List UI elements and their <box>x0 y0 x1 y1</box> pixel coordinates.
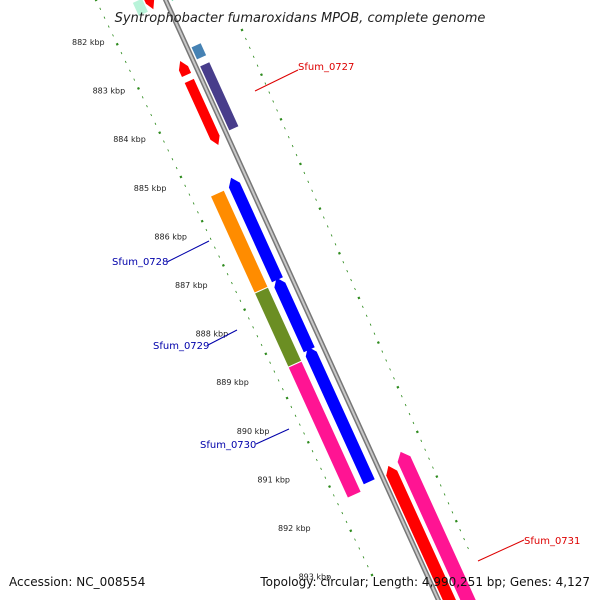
gene-feature-red-top[interactable] <box>143 0 155 10</box>
gene-feature-red-small[interactable] <box>178 60 192 78</box>
scale-tick-major <box>415 430 419 434</box>
gene-feature-blue-b[interactable] <box>274 277 315 353</box>
gene-feature-red-0727[interactable] <box>184 78 220 145</box>
scale-tick-major <box>115 42 119 46</box>
scale-tick-major <box>179 175 183 179</box>
scale-tick-major <box>318 207 322 211</box>
genome-summary-text: Topology: circular; Length: 4,990,251 bp… <box>259 575 590 589</box>
map-title: Syntrophobacter fumaroxidans MPOB, compl… <box>115 11 486 26</box>
kbp-label: 890 kbp <box>237 427 270 436</box>
gene-feature-slate-0727[interactable] <box>200 62 239 131</box>
gene-feature-pink-0730[interactable] <box>288 361 361 498</box>
scale-ticks-outer <box>240 28 469 550</box>
gene-label-sfum-0728[interactable]: Sfum_0728 <box>112 257 168 268</box>
scale-tick-major <box>279 117 283 121</box>
gene-callout-sfum-0727[interactable]: Sfum_0727 <box>254 62 354 92</box>
scale-tick-major <box>396 385 400 389</box>
scale-tick-major <box>158 131 162 135</box>
kbp-label: 884 kbp <box>113 135 146 144</box>
scale-tick-major <box>221 263 225 267</box>
kbp-label: 882 kbp <box>72 38 105 47</box>
kbp-label: 887 kbp <box>175 281 208 290</box>
gene-features <box>132 0 479 600</box>
gene-callout-sfum-0728[interactable]: Sfum_0728 <box>112 240 210 268</box>
scale-tick-major <box>435 475 439 479</box>
scale-tick-major <box>370 573 374 577</box>
kbp-label: 893 kbp <box>299 573 332 582</box>
scale-tick-major <box>376 341 380 345</box>
scale-tick-major <box>240 28 244 32</box>
scale-tick-major <box>243 308 247 312</box>
gene-feature-steel-small[interactable] <box>191 43 207 60</box>
gene-label-sfum-0730[interactable]: Sfum_0730 <box>200 440 256 451</box>
scale-tick-major <box>349 529 353 533</box>
kbp-label: 889 kbp <box>216 378 249 387</box>
accession-text: Accession: NC_008554 <box>9 575 145 589</box>
gene-feature-pink-0731[interactable] <box>397 451 479 600</box>
kbp-label: 892 kbp <box>278 524 311 533</box>
scale-tick-major <box>298 162 302 166</box>
gene-feature-teal-top[interactable] <box>166 0 180 1</box>
scale-tick-major <box>357 296 361 300</box>
kbp-label: 891 kbp <box>257 475 290 484</box>
gene-feature-red-0731[interactable] <box>386 465 462 600</box>
scale-tick-major <box>260 73 263 77</box>
scale-tick-major <box>306 440 310 444</box>
gene-feature-orange-0728[interactable] <box>211 190 268 293</box>
genome-backbone <box>162 0 442 600</box>
gene-feature-blue-c[interactable] <box>305 346 375 485</box>
gene-feature-olive-0729[interactable] <box>255 287 302 367</box>
kbp-label: 883 kbp <box>93 87 126 96</box>
gene-label-sfum-0731[interactable]: Sfum_0731 <box>524 536 580 547</box>
gene-label-sfum-0729[interactable]: Sfum_0729 <box>153 341 209 352</box>
gene-callout-sfum-0729[interactable]: Sfum_0729 <box>153 329 238 352</box>
gene-callout-sfum-0730[interactable]: Sfum_0730 <box>200 428 290 451</box>
scale-tick-major <box>454 519 458 523</box>
gene-feature-mint-top[interactable] <box>132 0 148 16</box>
scale-tick-major <box>328 485 332 489</box>
gene-callout-sfum-0731[interactable]: Sfum_0731 <box>477 536 580 562</box>
gene-label-sfum-0727[interactable]: Sfum_0727 <box>298 62 354 73</box>
scale-tick-major <box>264 352 268 356</box>
kbp-label: 888 kbp <box>196 330 229 339</box>
gene-feature-blue-a[interactable] <box>228 177 283 283</box>
kbp-scale-labels: 882 kbp 883 kbp 884 kbp 885 kbp 886 kbp 887 k… <box>72 38 331 582</box>
scale-tick-major <box>136 86 140 90</box>
scale-tick-major <box>285 396 289 400</box>
scale-ticks-inner <box>94 0 374 577</box>
kbp-label: 886 kbp <box>154 232 187 241</box>
kbp-label: 885 kbp <box>134 184 167 193</box>
scale-tick-major <box>200 219 204 223</box>
scale-tick-major <box>337 251 341 255</box>
